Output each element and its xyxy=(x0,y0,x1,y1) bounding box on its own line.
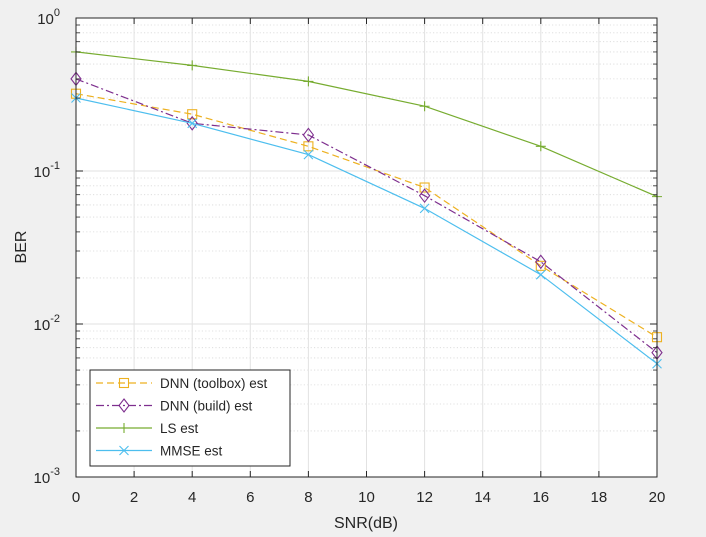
marker-series-2 xyxy=(418,188,431,204)
x-tick-label: 16 xyxy=(532,489,549,506)
series-line-3 xyxy=(75,51,658,198)
y-tick-label: 10-1 xyxy=(34,160,60,181)
y-tick-label: 10-2 xyxy=(34,313,60,334)
marker-legend xyxy=(119,445,129,456)
marker-series-4 xyxy=(187,118,198,129)
marker-legend xyxy=(118,398,130,413)
marker-series-3 xyxy=(535,141,546,152)
legend-entry: DNN (toolbox) est xyxy=(96,376,268,391)
legend-entry: MMSE est xyxy=(96,444,223,459)
x-axis-label: SNR(dB) xyxy=(334,515,398,532)
marker-legend xyxy=(118,377,130,389)
x-tick-label: 20 xyxy=(649,489,666,506)
x-tick-label: 8 xyxy=(304,489,312,506)
x-tick-label: 0 xyxy=(72,489,80,506)
marker-series-2 xyxy=(302,127,315,143)
marker-legend xyxy=(119,423,129,433)
y-tick-label: 10-3 xyxy=(34,466,60,487)
axis-ticks xyxy=(75,17,658,478)
legend-entry: LS est xyxy=(96,421,199,436)
legend: DNN (toolbox) est DNN (build) est LS est MM… xyxy=(89,369,291,467)
y-tick-labels: 10-3 10-2 10-1 100 xyxy=(34,7,60,487)
marker-series-1 xyxy=(187,109,198,120)
marker-series-3 xyxy=(303,76,314,87)
series-line-1 xyxy=(75,93,658,338)
marker-series-1 xyxy=(419,182,430,193)
marker-series-2 xyxy=(535,254,547,270)
marker-series-4 xyxy=(419,203,430,214)
x-tick-labels: 0 2 4 6 8 10 12 14 16 18 20 xyxy=(72,489,666,506)
series-4 xyxy=(71,93,662,369)
y-tick-label: 100 xyxy=(37,7,60,28)
legend-label: DNN (toolbox) est xyxy=(160,376,268,391)
x-tick-label: 6 xyxy=(246,489,254,506)
marker-series-3 xyxy=(187,60,198,71)
legend-entry: DNN (build) est xyxy=(96,398,253,414)
marker-series-4 xyxy=(535,269,546,280)
marker-series-2 xyxy=(186,115,198,131)
legend-label: MMSE est xyxy=(160,444,223,459)
x-tick-label: 10 xyxy=(358,489,375,506)
marker-series-4 xyxy=(303,149,314,160)
x-tick-label: 2 xyxy=(130,489,138,506)
marker-series-3 xyxy=(419,101,430,112)
x-tick-label: 14 xyxy=(474,489,491,506)
legend-label: LS est xyxy=(160,421,199,436)
x-tick-label: 4 xyxy=(188,489,196,506)
y-axis-label: BER xyxy=(13,231,30,264)
series-line-4 xyxy=(75,97,658,365)
series-line-2 xyxy=(75,78,658,354)
x-tick-label: 18 xyxy=(591,489,608,506)
marker-series-1 xyxy=(535,260,546,271)
x-tick-label: 12 xyxy=(416,489,433,506)
series-2 xyxy=(70,71,663,361)
legend-label: DNN (build) est xyxy=(160,399,253,414)
